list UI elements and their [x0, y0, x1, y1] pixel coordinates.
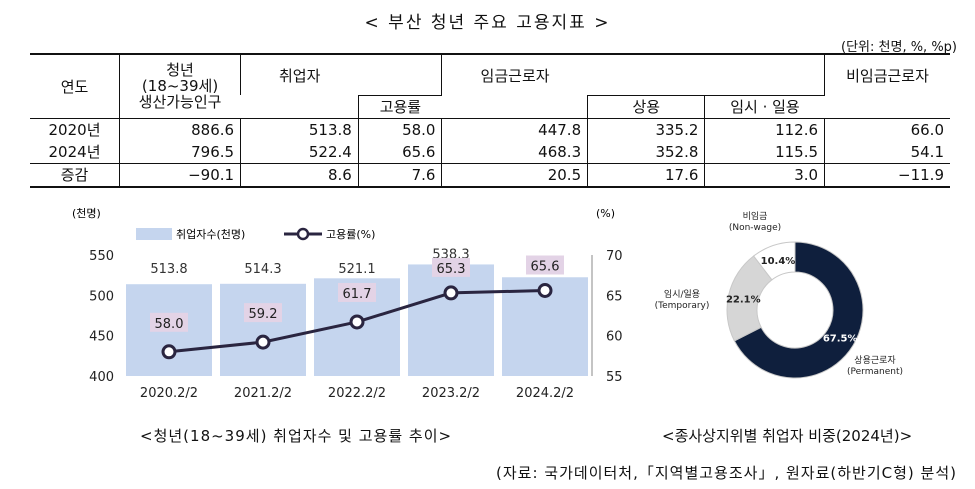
bar-value-label: 513.8: [150, 262, 187, 277]
header-employment-rate: 고용률: [357, 94, 442, 119]
line-value-label: 58.0: [155, 317, 184, 332]
line-label-bg: [432, 257, 470, 277]
line-value-label: 59.2: [249, 307, 278, 322]
right-tick-label: 65: [606, 289, 623, 304]
right-tick-label: 70: [606, 249, 623, 264]
line-value-label: 61.7: [343, 287, 372, 302]
header-wage-workers: 임금근로자: [441, 53, 588, 95]
header-population: 청년 (18~39세) 생산가능인구: [119, 53, 241, 119]
table-row: 증감 −90.1 8.6 7.6 20.5 17.6 3.0 −11.9: [30, 163, 950, 188]
line-label-bg: [150, 312, 188, 332]
line-point: [443, 285, 459, 301]
slice-name-label: 상용근로자: [854, 355, 896, 366]
source-note: (자료: 국가데이터처,「지역별고용조사」, 원자료(하반기C형) 분석): [496, 464, 957, 482]
slice-percent-label: 10.4%: [761, 256, 796, 267]
header-regular: 상용: [587, 94, 705, 119]
line-point: [161, 344, 177, 360]
donut-slice: [752, 241, 796, 281]
x-tick-label: 2024.2/2: [516, 386, 574, 401]
x-tick-label: 2023.2/2: [422, 386, 480, 401]
left-tick-label: 550: [89, 249, 114, 264]
legend-bar-swatch: [136, 228, 172, 240]
slice-sublabel: (Temporary): [655, 301, 710, 311]
bar: [220, 283, 306, 376]
bar: [408, 264, 494, 376]
header-temp-daily: 임시 · 일용: [704, 94, 825, 119]
line-point: [255, 334, 271, 350]
header-year: 연도: [30, 53, 120, 119]
line-point: [349, 314, 365, 330]
line-label-bg: [338, 282, 376, 302]
left-tick-label: 500: [89, 289, 114, 304]
left-tick-label: 400: [89, 370, 114, 385]
x-tick-label: 2021.2/2: [234, 386, 292, 401]
line-label-bg: [244, 303, 282, 323]
x-tick-label: 2022.2/2: [328, 386, 386, 401]
donut-slice: [733, 241, 864, 379]
legend-bar-label: 취업자수(천명): [176, 227, 245, 241]
right-tick-label: 55: [606, 370, 623, 385]
indicator-table: 연도 청년 (18~39세) 생산가능인구 취업자 임금근로자 비임금근로자 고…: [30, 53, 950, 188]
legend-line-marker: [296, 227, 310, 241]
slice-percent-label: 67.5%: [823, 334, 858, 345]
page-title: < 부산 청년 주요 고용지표 >: [364, 13, 611, 33]
line-value-label: 65.3: [437, 262, 466, 277]
plot-area: 550 500 450 400 70 65 60 55 513.8 2020.2/2 514.3 20…: [89, 247, 622, 401]
left-tick-label: 450: [89, 330, 114, 345]
line-label-bg: [526, 255, 564, 275]
employment-chart: (천명) (%) 취업자수(천명) 고용률(%) 550 500 450 400 70 6…: [72, 206, 623, 401]
donut-area: 67.5% 상용근로자(Permanent) 22.1% 임시/일용(Temporar…: [655, 210, 903, 379]
status-share-donut: 67.5% 상용근로자(Permanent) 22.1% 임시/일용(Temporar…: [655, 210, 903, 379]
x-tick-label: 2020.2/2: [140, 386, 198, 401]
slice-name-label: 비임금: [743, 210, 768, 222]
right-unit-label: (%): [596, 207, 615, 220]
chart-caption-left: <청년(18~39세) 취업자수 및 고용률 추이>: [140, 427, 453, 445]
slice-sublabel: (Non-wage): [729, 223, 781, 233]
chart-caption-right: <종사상지위별 취업자 비중(2024년)>: [662, 427, 913, 445]
left-unit-label: (천명): [72, 206, 101, 220]
bar-value-label: 521.1: [338, 262, 375, 277]
unit-note: (단위: 천명, %, %p): [841, 40, 957, 55]
header-non-wage: 비임금근로자: [824, 53, 950, 95]
slice-sublabel: (Permanent): [847, 367, 903, 377]
line-value-label: 65.6: [531, 259, 560, 274]
header-employed: 취업자: [240, 53, 359, 95]
slice-percent-label: 22.1%: [726, 294, 761, 305]
bar-value-label: 514.3: [244, 262, 281, 277]
table-row: 2020년 886.6 513.8 58.0 447.8 335.2 112.6…: [30, 118, 950, 141]
slice-name-label: 임시/일용: [664, 288, 700, 300]
line-point: [537, 282, 553, 298]
right-tick-label: 60: [606, 330, 623, 345]
table-row: 2024년 796.5 522.4 65.6 468.3 352.8 115.5…: [30, 140, 950, 164]
legend-line-label: 고용률(%): [326, 228, 375, 241]
